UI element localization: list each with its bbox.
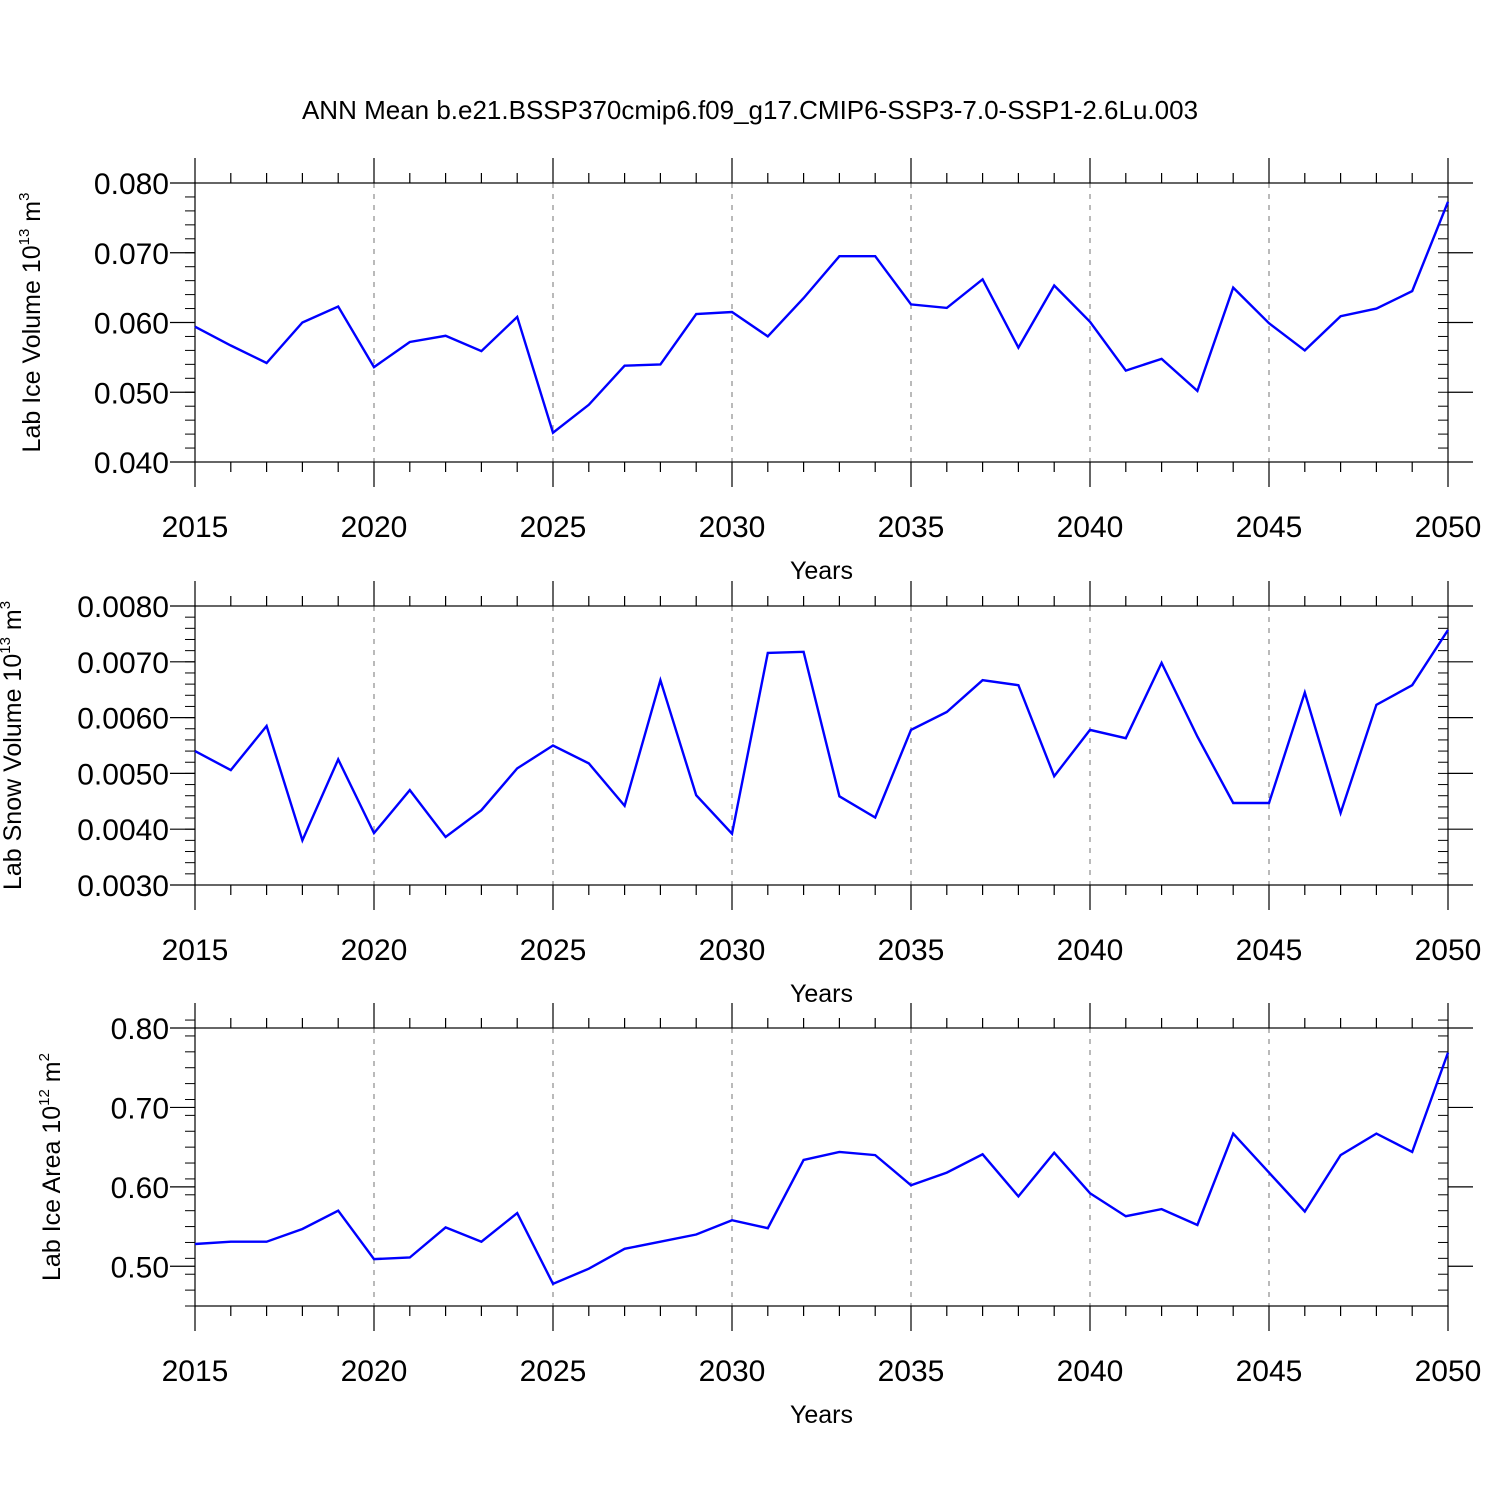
x-tick-label: 2045 — [1236, 934, 1303, 967]
x-tick-label: 2025 — [520, 1355, 587, 1388]
y-axis-title: Lab Snow Volume 1013 m3 — [0, 601, 27, 890]
x-tick-label: 2040 — [1057, 934, 1124, 967]
y-tick-label: 0.0050 — [77, 758, 169, 791]
plot-frame — [194, 605, 1449, 886]
y-tick-label: 0.060 — [94, 308, 169, 341]
x-tick-label: 2045 — [1236, 511, 1303, 544]
y-tick-label: 0.70 — [111, 1092, 169, 1125]
y-axis-title: Lab Ice Area 1012 m2 — [36, 1053, 66, 1281]
x-tick-label: 2040 — [1057, 1355, 1124, 1388]
panel-lab-ice-area: 0.50 0.60 0.70 0.80 2015 2020 2025 2030 2035 2040… — [36, 1003, 1481, 1429]
series-line — [194, 201, 1450, 435]
x-tick-label: 2025 — [520, 934, 587, 967]
x-tick-label: 2030 — [699, 511, 766, 544]
panel-lab-snow-volume: 0.0030 0.0040 0.0050 0.0060 0.0070 0.0080 2015… — [0, 581, 1481, 1008]
x-tick-label: 2015 — [162, 934, 229, 967]
y-tick-label: 0.80 — [111, 1013, 169, 1046]
y-tick-label: 0.60 — [111, 1172, 169, 1205]
x-tick-label: 2020 — [341, 934, 408, 967]
y-tick-label: 0.0060 — [77, 703, 169, 736]
y-tick-label: 0.0070 — [77, 647, 169, 680]
x-tick-label: 2030 — [699, 934, 766, 967]
x-tick-label: 2025 — [520, 511, 587, 544]
x-axis-title: Years — [790, 557, 853, 585]
x-tick-label: 2050 — [1415, 934, 1482, 967]
x-axis-title: Years — [790, 980, 853, 1008]
panel-lab-ice-volume: 0.040 0.050 0.060 0.070 0.080 2015 2020 2025 203… — [16, 158, 1481, 585]
x-tick-label: 2050 — [1415, 1355, 1482, 1388]
y-tick-label: 0.080 — [94, 168, 169, 201]
y-tick-label: 0.50 — [111, 1251, 169, 1284]
x-tick-label: 2035 — [878, 511, 945, 544]
x-tick-label: 2035 — [878, 1355, 945, 1388]
x-tick-label: 2045 — [1236, 1355, 1303, 1388]
y-tick-label: 0.0030 — [77, 870, 169, 903]
y-tick-label: 0.0080 — [77, 591, 169, 624]
plot-frame — [194, 182, 1449, 463]
y-tick-label: 0.050 — [94, 377, 169, 410]
x-tick-label: 2015 — [162, 511, 229, 544]
series-line — [194, 629, 1450, 844]
y-axis-title: Lab Ice Volume 1013 m3 — [16, 193, 46, 453]
x-tick-label: 2030 — [699, 1355, 766, 1388]
figure-title: ANN Mean b.e21.BSSP370cmip6.f09_g17.CMIP… — [302, 95, 1198, 125]
y-tick-label: 0.0040 — [77, 814, 169, 847]
y-tick-label: 0.070 — [94, 238, 169, 271]
x-tick-label: 2050 — [1415, 511, 1482, 544]
x-tick-label: 2015 — [162, 1355, 229, 1388]
x-tick-label: 2040 — [1057, 511, 1124, 544]
x-tick-label: 2020 — [341, 511, 408, 544]
y-tick-label: 0.040 — [94, 447, 169, 480]
x-axis-title: Years — [790, 1401, 853, 1429]
x-tick-label: 2035 — [878, 934, 945, 967]
plot-frame — [194, 1027, 1449, 1307]
x-tick-label: 2020 — [341, 1355, 408, 1388]
series-line — [194, 1052, 1450, 1286]
